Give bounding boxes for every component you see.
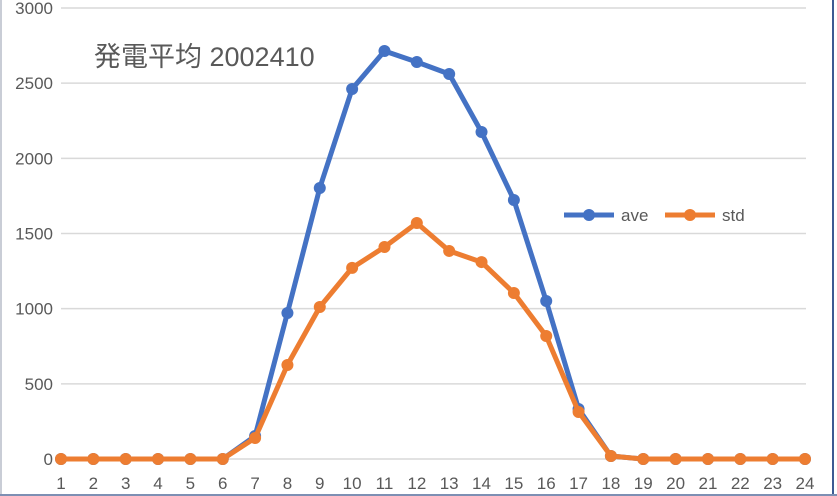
- x-axis-ticks: 1 2 3 4 5 6 7 8 9 10 11 12 13 14 15 16 17 18 19 20 21 22 23 24: [56, 474, 814, 493]
- x-tick-label: 14: [472, 474, 491, 493]
- data-point-marker[interactable]: [475, 126, 488, 139]
- y-tick-label: 0: [44, 450, 53, 469]
- legend-marker-icon: [684, 209, 696, 221]
- data-point-marker[interactable]: [249, 431, 262, 444]
- data-point-marker[interactable]: [475, 256, 488, 269]
- data-point-marker[interactable]: [184, 453, 197, 465]
- data-point-marker[interactable]: [507, 193, 520, 206]
- data-point-marker[interactable]: [507, 287, 520, 300]
- x-tick-label: 23: [763, 474, 782, 493]
- data-point-marker[interactable]: [734, 453, 747, 465]
- data-point-marker[interactable]: [346, 83, 359, 96]
- data-point-marker[interactable]: [799, 453, 811, 465]
- frame-border-left: [0, 0, 2, 496]
- x-tick-label: 13: [440, 474, 459, 493]
- x-tick-label: 10: [343, 474, 362, 493]
- data-point-marker[interactable]: [119, 453, 132, 465]
- frame-border-bottom: [0, 494, 837, 496]
- data-point-marker[interactable]: [443, 244, 456, 257]
- legend-marker-icon: [583, 209, 595, 221]
- data-point-marker[interactable]: [443, 67, 456, 80]
- data-point-marker[interactable]: [55, 453, 67, 465]
- data-point-marker[interactable]: [378, 241, 391, 254]
- data-point-marker[interactable]: [87, 453, 100, 465]
- x-tick-label: 17: [569, 474, 588, 493]
- y-tick-label: 2500: [15, 74, 53, 93]
- series-ave: [55, 44, 811, 465]
- legend: ave std: [564, 206, 745, 225]
- data-point-marker[interactable]: [572, 405, 585, 418]
- series-std: [55, 216, 811, 465]
- frame-border-right: [832, 0, 834, 496]
- data-point-marker[interactable]: [378, 44, 391, 57]
- data-point-marker[interactable]: [604, 449, 617, 462]
- x-tick-label: 7: [250, 474, 259, 493]
- x-tick-label: 19: [634, 474, 653, 493]
- x-tick-label: 20: [666, 474, 685, 493]
- data-point-marker[interactable]: [410, 55, 423, 68]
- data-point-marker[interactable]: [669, 453, 682, 465]
- legend-label: ave: [621, 206, 648, 225]
- series-line: [58, 48, 808, 462]
- chart-title: 発電平均 2002410: [94, 42, 315, 72]
- y-tick-label: 1000: [15, 300, 53, 319]
- x-tick-label: 15: [504, 474, 523, 493]
- data-point-marker[interactable]: [637, 453, 650, 465]
- x-tick-label: 18: [601, 474, 620, 493]
- x-tick-label: 8: [283, 474, 292, 493]
- y-axis-ticks: 0 500 1000 1500 2000 2500 3000: [15, 0, 53, 469]
- y-tick-label: 2000: [15, 149, 53, 168]
- data-point-marker[interactable]: [313, 301, 326, 314]
- data-point-marker[interactable]: [281, 359, 294, 372]
- data-point-marker[interactable]: [216, 453, 229, 465]
- x-tick-label: 22: [731, 474, 750, 493]
- data-point-marker[interactable]: [766, 453, 779, 465]
- x-tick-label: 11: [376, 474, 394, 493]
- x-tick-label: 5: [186, 474, 195, 493]
- data-point-marker[interactable]: [346, 261, 359, 274]
- y-tick-label: 500: [25, 375, 53, 394]
- data-point-marker[interactable]: [540, 294, 553, 307]
- data-point-marker[interactable]: [313, 181, 326, 194]
- x-tick-label: 2: [89, 474, 98, 493]
- x-tick-label: 24: [796, 474, 815, 493]
- x-tick-label: 21: [698, 474, 717, 493]
- y-tick-label: 1500: [15, 225, 53, 244]
- legend-item-ave: ave: [564, 206, 648, 225]
- y-tick-label: 3000: [15, 0, 53, 18]
- series-line: [58, 220, 808, 462]
- data-point-marker[interactable]: [281, 307, 294, 320]
- legend-item-std: std: [665, 206, 745, 225]
- legend-label: std: [722, 206, 745, 225]
- x-tick-label: 9: [315, 474, 324, 493]
- x-tick-label: 1: [56, 474, 65, 493]
- data-point-marker[interactable]: [701, 453, 714, 465]
- x-tick-label: 4: [153, 474, 162, 493]
- series-layer: [55, 44, 811, 465]
- x-tick-label: 3: [121, 474, 130, 493]
- x-tick-label: 6: [218, 474, 227, 493]
- data-point-marker[interactable]: [410, 216, 423, 229]
- x-tick-label: 16: [537, 474, 556, 493]
- data-point-marker[interactable]: [152, 453, 165, 465]
- gridlines: [61, 7, 806, 460]
- x-tick-label: 12: [407, 474, 426, 493]
- data-point-marker[interactable]: [540, 330, 553, 343]
